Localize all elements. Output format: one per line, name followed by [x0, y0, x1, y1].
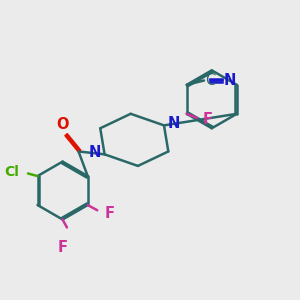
Text: N: N [89, 146, 101, 160]
Text: C: C [205, 73, 215, 88]
Text: N: N [224, 73, 236, 88]
Text: F: F [202, 112, 213, 127]
Text: F: F [58, 240, 68, 255]
Text: N: N [167, 116, 180, 130]
Text: F: F [105, 206, 115, 221]
Text: Cl: Cl [4, 165, 19, 179]
Text: O: O [56, 117, 69, 132]
